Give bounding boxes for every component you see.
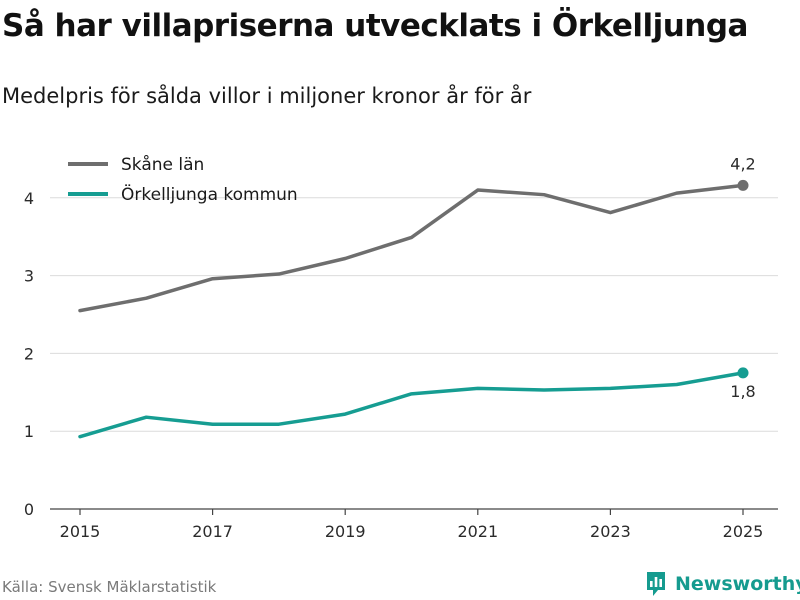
series-line-1 xyxy=(78,371,745,439)
series-end-marker-0 xyxy=(737,179,749,191)
y-tick-label: 2 xyxy=(24,344,34,363)
y-tick-label: 3 xyxy=(24,267,34,286)
series-end-label-1: 1,8 xyxy=(730,382,755,401)
x-tick-label: 2025 xyxy=(723,522,764,541)
brand-name: Newsworthy xyxy=(675,573,800,595)
x-tick-label: 2023 xyxy=(590,522,631,541)
legend: Skåne län Örkelljunga kommun xyxy=(68,154,298,205)
newsworthy-logo-icon xyxy=(647,572,665,596)
axes: 0 1 2 3 4 2015 2017 2019 2021 2023 2025 xyxy=(24,189,778,541)
brand-logo[interactable]: Newsworthy xyxy=(645,570,800,598)
x-tick-label: 2019 xyxy=(325,522,366,541)
legend-label-1: Örkelljunga kommun xyxy=(121,183,298,205)
data-labels: 4,2 1,8 xyxy=(730,154,755,400)
source-note: Källa: Svensk Mäklarstatistik xyxy=(2,578,217,596)
series-end-label-0: 4,2 xyxy=(730,154,755,173)
series-lines xyxy=(78,179,749,439)
x-tick-label: 2015 xyxy=(60,522,101,541)
series-line-0 xyxy=(78,183,745,313)
legend-label-0: Skåne län xyxy=(121,154,204,175)
chart-title: Så har villapriserna utvecklats i Örkell… xyxy=(2,8,748,44)
y-tick-label: 0 xyxy=(24,500,34,519)
series-end-marker-1 xyxy=(737,367,749,379)
x-tick-label: 2021 xyxy=(457,522,498,541)
grid-lines xyxy=(50,197,778,432)
x-tick-label: 2017 xyxy=(192,522,233,541)
y-tick-label: 1 xyxy=(24,422,34,441)
y-tick-label: 4 xyxy=(24,189,34,208)
chart-subtitle: Medelpris för sålda villor i miljoner kr… xyxy=(2,84,532,108)
